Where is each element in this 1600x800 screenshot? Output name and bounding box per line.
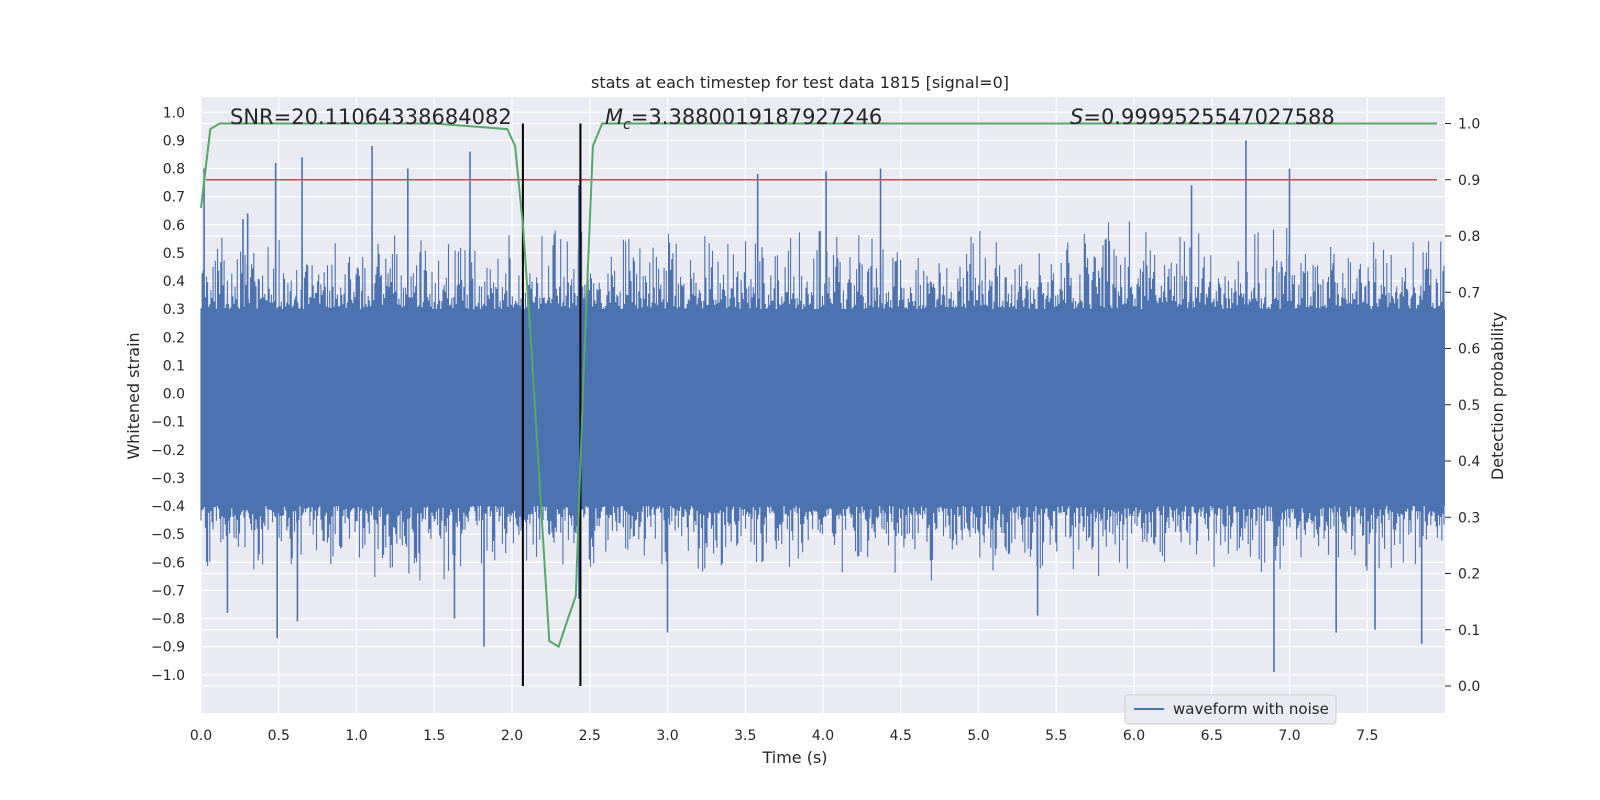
y-tick-label: −0.2: [151, 443, 185, 459]
y-tick-label: 0.8: [163, 162, 185, 178]
x-tick-label: 4.5: [890, 728, 912, 744]
chirp-mass-annotation: Mc=3.3880019187927246: [605, 105, 882, 133]
x-tick-label: 4.0: [812, 728, 834, 744]
y2-tick-label: 0.2: [1458, 567, 1480, 583]
s-value: =0.9999525547027588: [1083, 105, 1334, 129]
s-symbol: S: [1070, 105, 1083, 129]
y-tick-label: 0.7: [163, 190, 185, 206]
snr-annotation: SNR=20.11064338684082: [230, 105, 512, 129]
legend-label: waveform with noise: [1173, 700, 1329, 718]
y-tick-label: −0.6: [151, 555, 185, 571]
x-axis-label: Time (s): [761, 748, 827, 767]
x-tick-label: 7.0: [1278, 728, 1300, 744]
overlay-lines: [200, 122, 1438, 686]
y2-axis-label: Detection probability: [1488, 312, 1507, 480]
x-tick-label: 3.5: [734, 728, 756, 744]
y2-tick-label: 0.4: [1458, 454, 1480, 470]
y-tick-label: 0.0: [163, 387, 185, 403]
x-tick-label: 6.5: [1201, 728, 1223, 744]
waveform-series: [200, 140, 1445, 672]
y-tick-label: −0.1: [151, 415, 185, 431]
x-tick-labels: 0.0 0.5 1.0 1.5 2.0 2.5 3.0 3.5 4.0 4.5 5.0 5.5 6.0 6…: [190, 728, 1379, 744]
y-tick-label: 0.9: [163, 133, 185, 149]
y-tick-labels: 1.0 0.9 0.8 0.7 0.6 0.5 0.4 0.3 0.2 0.1 0.0 −0.1 −0.…: [151, 105, 185, 684]
chirp-mass-value: =3.3880019187927246: [631, 105, 882, 129]
y-tick-label: 0.6: [163, 218, 185, 234]
x-tick-label: 6.0: [1123, 728, 1145, 744]
y2-tick-label: 0.5: [1458, 398, 1480, 414]
x-tick-label: 2.0: [501, 728, 523, 744]
y-tick-label: 0.3: [163, 302, 185, 318]
x-tick-label: 3.0: [656, 728, 678, 744]
y2-tick-labels: 1.0 0.9 0.8 0.7 0.6 0.5 0.4 0.3 0.2 0.1 0.0: [1445, 117, 1480, 695]
y2-tick-label: 0.1: [1458, 623, 1480, 639]
y2-tick-label: 1.0: [1458, 117, 1480, 133]
waveform-noise: [200, 221, 1445, 581]
y-tick-label: −0.7: [151, 583, 185, 599]
x-tick-label: 7.5: [1356, 728, 1378, 744]
legend: waveform with noise: [1124, 694, 1337, 725]
y2-tick-label: 0.8: [1458, 229, 1480, 245]
y-tick-label: 0.5: [163, 246, 185, 262]
y-tick-label: −1.0: [151, 668, 185, 684]
y-tick-label: −0.5: [151, 527, 185, 543]
y-tick-label: 0.1: [163, 358, 185, 374]
y2-tick-label: 0.3: [1458, 510, 1480, 526]
chirp-mass-symbol: M: [605, 105, 623, 129]
legend-box: [1124, 694, 1337, 725]
x-tick-label: 5.5: [1045, 728, 1067, 744]
chart-title: stats at each timestep for test data 181…: [591, 73, 1009, 92]
x-tick-label: 0.0: [190, 728, 212, 744]
x-tick-label: 5.0: [967, 728, 989, 744]
y2-tick-label: 0.0: [1458, 679, 1480, 695]
detection-probability-line: [200, 122, 1438, 649]
y-tick-label: 1.0: [163, 105, 185, 121]
y2-tick-label: 0.9: [1458, 173, 1480, 189]
y-tick-label: 0.4: [163, 274, 185, 290]
s-annotation: S=0.9999525547027588: [1070, 105, 1335, 129]
x-tick-label: 1.0: [345, 728, 367, 744]
y-axis-label: Whitened strain: [124, 332, 143, 459]
y-tick-label: −0.3: [151, 471, 185, 487]
x-tick-label: 0.5: [268, 728, 290, 744]
x-tick-label: 1.5: [423, 728, 445, 744]
y-tick-label: −0.8: [151, 612, 185, 628]
y-tick-label: −0.9: [151, 640, 185, 656]
y2-tick-label: 0.6: [1458, 342, 1480, 358]
y-tick-label: −0.4: [151, 499, 185, 515]
y2-tick-label: 0.7: [1458, 285, 1480, 301]
chirp-mass-subscript: c: [623, 117, 631, 133]
y-tick-label: 0.2: [163, 330, 185, 346]
x-tick-label: 2.5: [579, 728, 601, 744]
